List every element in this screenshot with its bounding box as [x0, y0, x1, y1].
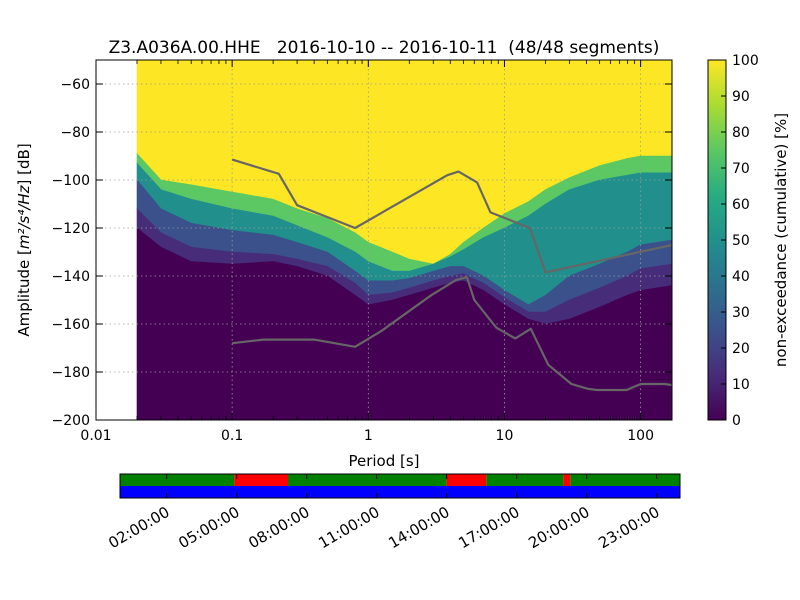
timeline-ok-segment: [288, 474, 447, 486]
low-noise-model-line: [232, 276, 672, 392]
colorbar-tick-label: 0: [732, 413, 741, 429]
timeline-bottom-bar: [120, 486, 680, 498]
colorbar-tick-label: 50: [732, 233, 750, 249]
timeline-ok-segment: [486, 474, 564, 486]
colorbar-tick-label: 10: [732, 377, 750, 393]
timeline-tick-label: 02:00:00: [105, 503, 172, 552]
colorbar-tick-label: 30: [732, 305, 750, 321]
timeline-tick-label: 08:00:00: [245, 503, 312, 552]
colorbar-tick-label: 100: [732, 53, 759, 69]
y-axis-label-unit: m²/s⁴/Hz: [15, 184, 33, 249]
timeline-ok-segment: [570, 474, 680, 486]
colorbar-fill: [708, 60, 726, 420]
colorbar-ticks: 0 10 20 30 40 50 60 70 80 90 100: [721, 53, 759, 429]
colorbar-tick-label: 90: [732, 89, 750, 105]
timeline-panel: 02:00:00 05:00:00 08:00:00 11:00:00 14:00:00…: [105, 473, 681, 552]
plot-frame: [95, 59, 673, 421]
timeline-tick-label: 23:00:00: [595, 503, 662, 552]
y-tick-label: −80: [60, 125, 90, 141]
colorbar-tick-label: 80: [732, 125, 750, 141]
high-noise-model-line: [231, 158, 672, 274]
timeline-frame: [119, 473, 681, 499]
timeline-gap-segment: [563, 474, 571, 486]
ppsd-panel: Z3.A036A.00.HHE 2016-10-10 -- 2016-10-11…: [15, 38, 673, 470]
timeline-gap-segment: [234, 474, 288, 486]
x-axis: 0.01 0.1 1 10 100: [80, 60, 654, 444]
y-tick-label: −160: [52, 317, 90, 333]
colorbar-tick-label: 70: [732, 161, 750, 177]
y-axis-label-post: ] [dB]: [15, 143, 33, 185]
timeline-ok-segment: [120, 474, 235, 486]
colorbar-tick-label: 60: [732, 197, 750, 213]
chart-title: Z3.A036A.00.HHE 2016-10-10 -- 2016-10-11…: [109, 38, 660, 58]
colorbar: 0 10 20 30 40 50 60 70 80 90 100 non-exceedance (c…: [707, 53, 790, 429]
colorbar-tick-label: 40: [732, 269, 750, 285]
timeline-tick-label: 11:00:00: [315, 503, 382, 552]
y-axis-label: Amplitude [m²/s⁴/Hz] [dB]: [15, 143, 33, 336]
y-tick-label: −180: [52, 365, 90, 381]
timeline-tick-label: 17:00:00: [455, 503, 522, 552]
y-tick-label: −200: [52, 413, 90, 429]
y-tick-label: −60: [60, 77, 90, 93]
timeline-tick-label: 14:00:00: [385, 503, 452, 552]
timeline-bars: [120, 474, 680, 498]
colorbar-label: non-exceedance (cumulative) [%]: [772, 113, 790, 367]
x-tick-label: 10: [496, 428, 514, 444]
timeline-gap-segment: [446, 474, 487, 486]
y-axis: −60 −80 −100 −120 −140 −160 −180 −200: [52, 77, 672, 429]
y-tick-label: −100: [52, 173, 90, 189]
x-tick-label: 100: [627, 428, 654, 444]
colorbar-gradient: [708, 60, 726, 420]
series-layer: [231, 158, 672, 392]
timeline-tick-label: 20:00:00: [525, 503, 592, 552]
timeline-tick-label: 05:00:00: [175, 503, 242, 552]
grid-layer: [96, 60, 672, 420]
y-axis-label-pre: Amplitude [: [15, 249, 33, 337]
colorbar-tick-label: 20: [732, 341, 750, 357]
heatmap-layer: [136, 60, 672, 420]
x-tick-label: 0.01: [80, 428, 111, 444]
y-tick-label: −140: [52, 269, 90, 285]
y-tick-label: −120: [52, 221, 90, 237]
x-axis-label: Period [s]: [348, 452, 419, 470]
x-tick-label: 0.1: [221, 428, 243, 444]
x-tick-label: 1: [364, 428, 373, 444]
